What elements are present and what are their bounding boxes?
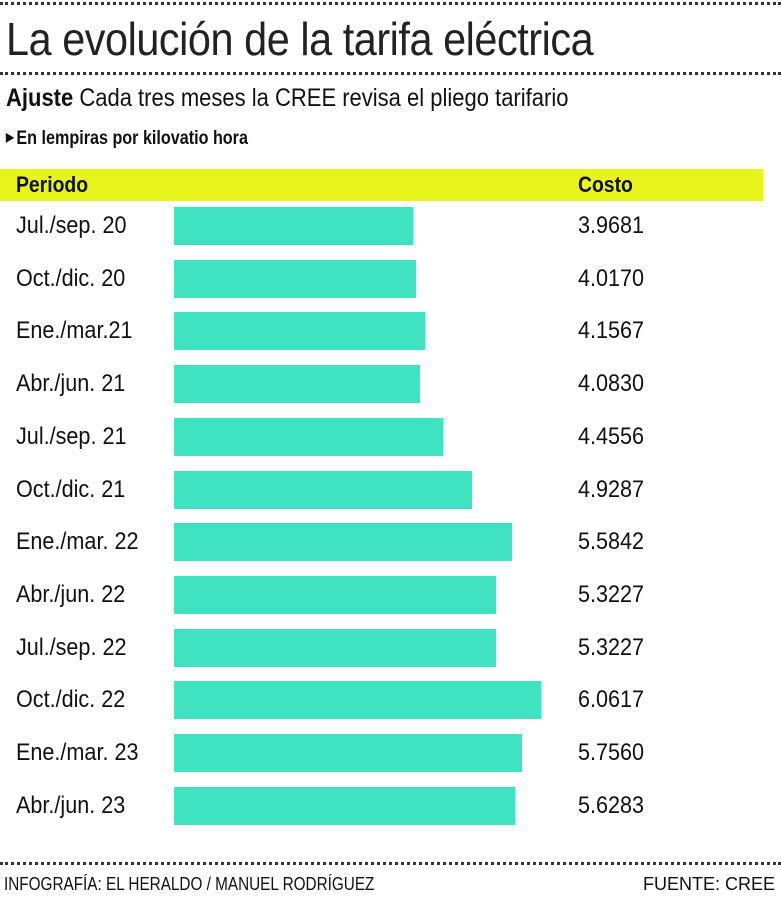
value-label: 4.0170 (578, 264, 645, 292)
value-label: 5.5842 (578, 528, 645, 556)
header-costo: Costo (578, 172, 633, 197)
category-label: Ene./mar. 22 (16, 528, 139, 556)
bar (174, 575, 496, 614)
bar-row: Oct./dic. 20 4.0170 (0, 253, 781, 305)
bar (174, 207, 413, 245)
category-label: Ene./mar.21 (16, 317, 133, 345)
category-label: Oct./dic. 22 (16, 686, 126, 714)
divider (0, 2, 781, 5)
bar (174, 470, 472, 509)
divider (0, 862, 781, 865)
value-label: 5.3227 (578, 580, 645, 608)
unit-note: ▶ En lempiras por kilovatio hora (6, 128, 248, 150)
header-periodo: Periodo (16, 172, 89, 197)
triangle-icon: ▶ (6, 130, 14, 144)
category-label: Abr./jun. 23 (16, 791, 126, 819)
category-label: Jul./sep. 21 (16, 422, 127, 450)
source: FUENTE: CREE (642, 874, 775, 894)
bar-row: Abr./jun. 21 4.0830 (0, 358, 781, 410)
bar-row: Jul./sep. 22 5.3227 (0, 622, 781, 674)
subtitle-lead: Ajuste (6, 84, 74, 112)
bar-row: Ene./mar.21 4.1567 (0, 305, 781, 357)
bar-row: Ene./mar. 23 5.7560 (0, 727, 781, 779)
table-header: Periodo Costo (0, 169, 763, 201)
category-label: Abr./jun. 22 (16, 580, 126, 608)
bar (174, 312, 425, 351)
category-label: Oct./dic. 20 (16, 264, 126, 292)
value-label: 4.4556 (578, 422, 645, 450)
bar-row: Jul./sep. 20 3.9681 (0, 200, 781, 252)
bar-row: Abr./jun. 23 5.6283 (0, 780, 781, 832)
bar (174, 259, 416, 298)
bar (174, 681, 541, 720)
value-label: 6.0617 (578, 686, 645, 714)
subtitle: Ajuste Cada tres meses la CREE revisa el… (6, 84, 568, 113)
value-label: 5.6283 (578, 791, 645, 819)
bar (174, 734, 523, 772)
category-label: Jul./sep. 22 (16, 633, 127, 661)
unit-text: En lempiras por kilovatio hora (16, 128, 248, 149)
value-label: 4.1567 (578, 317, 645, 345)
category-label: Jul./sep. 20 (16, 212, 127, 239)
bar (174, 523, 512, 562)
value-label: 4.9287 (578, 475, 645, 503)
value-label: 3.9681 (578, 212, 645, 239)
category-label: Oct./dic. 21 (16, 475, 126, 503)
value-label: 5.3227 (578, 633, 645, 661)
bar (174, 417, 443, 456)
bar-row: Abr./jun. 22 5.3227 (0, 569, 781, 621)
bar-row: Jul./sep. 21 4.4556 (0, 411, 781, 463)
bar-row: Oct./dic. 21 4.9287 (0, 464, 781, 516)
divider (0, 72, 781, 75)
value-label: 5.7560 (578, 739, 645, 766)
bar (174, 365, 421, 404)
subtitle-text: Cada tres meses la CREE revisa el pliego… (79, 84, 569, 112)
chart-title: La evolución de la tarifa eléctrica (6, 13, 594, 65)
category-label: Abr./jun. 21 (16, 370, 126, 398)
category-label: Ene./mar. 23 (16, 739, 139, 766)
bar (174, 786, 515, 825)
credit: INFOGRAFÍA: EL HERALDO / MANUEL RODRÍGUE… (4, 874, 375, 894)
bar-row: Oct./dic. 22 6.0617 (0, 674, 781, 726)
bar-row: Ene./mar. 22 5.5842 (0, 516, 781, 568)
value-label: 4.0830 (578, 370, 645, 398)
bar (174, 628, 496, 667)
